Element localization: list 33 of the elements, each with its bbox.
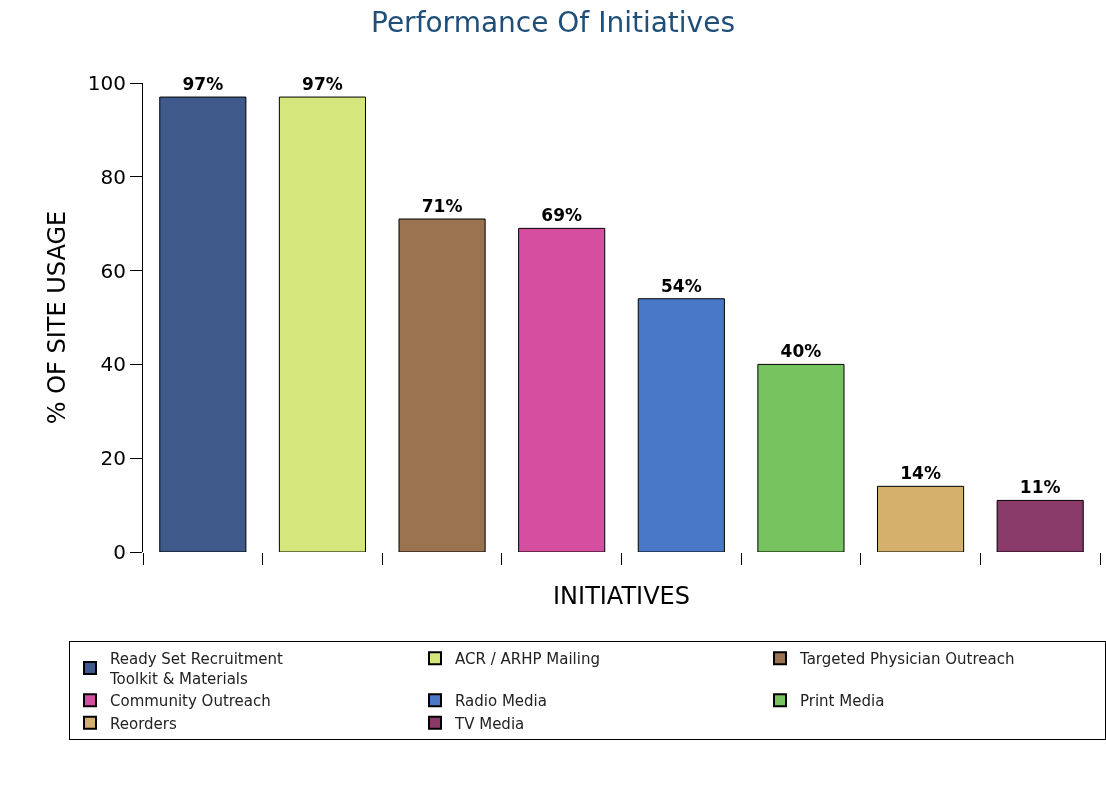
y-tick-label: 20 xyxy=(100,446,126,471)
text: Radio Media xyxy=(455,692,547,711)
y-tick-label: 0 xyxy=(113,540,126,564)
text: Print Media xyxy=(800,692,885,711)
y-axis-title: % OF SITE USAGE xyxy=(42,210,71,425)
text: Ready Set Recruitment Toolkit & Materials xyxy=(109,650,284,688)
text: Reorders xyxy=(110,714,177,733)
data-label: 97% xyxy=(182,74,224,95)
y-tick-label: 40 xyxy=(100,352,126,377)
data-label: 71% xyxy=(421,196,463,217)
data-label: 11% xyxy=(1019,477,1061,498)
bar xyxy=(757,363,845,552)
text: TV Media xyxy=(454,714,525,733)
chart-title: Performance Of Initiatives xyxy=(371,5,735,39)
y-tick-label: 60 xyxy=(100,258,126,283)
data-label: 54% xyxy=(660,275,702,296)
bar xyxy=(877,485,965,552)
data-label: 40% xyxy=(780,341,822,362)
bar xyxy=(518,227,606,552)
bar xyxy=(159,96,247,552)
text: Targeted Physician Outreach xyxy=(799,650,1015,669)
text: ACR / ARHP Mailing xyxy=(455,650,600,669)
x-axis-title: INITIATIVES xyxy=(553,581,690,610)
bar xyxy=(996,499,1084,552)
bar xyxy=(278,96,366,552)
data-label: 69% xyxy=(541,205,583,226)
text: Community Outreach xyxy=(110,692,271,711)
y-tick-label: 80 xyxy=(100,164,126,189)
bar xyxy=(398,218,486,552)
data-label: 14% xyxy=(900,463,941,484)
bar xyxy=(637,298,725,552)
data-label: 97% xyxy=(302,74,343,95)
y-tick-label: 100 xyxy=(87,71,126,95)
